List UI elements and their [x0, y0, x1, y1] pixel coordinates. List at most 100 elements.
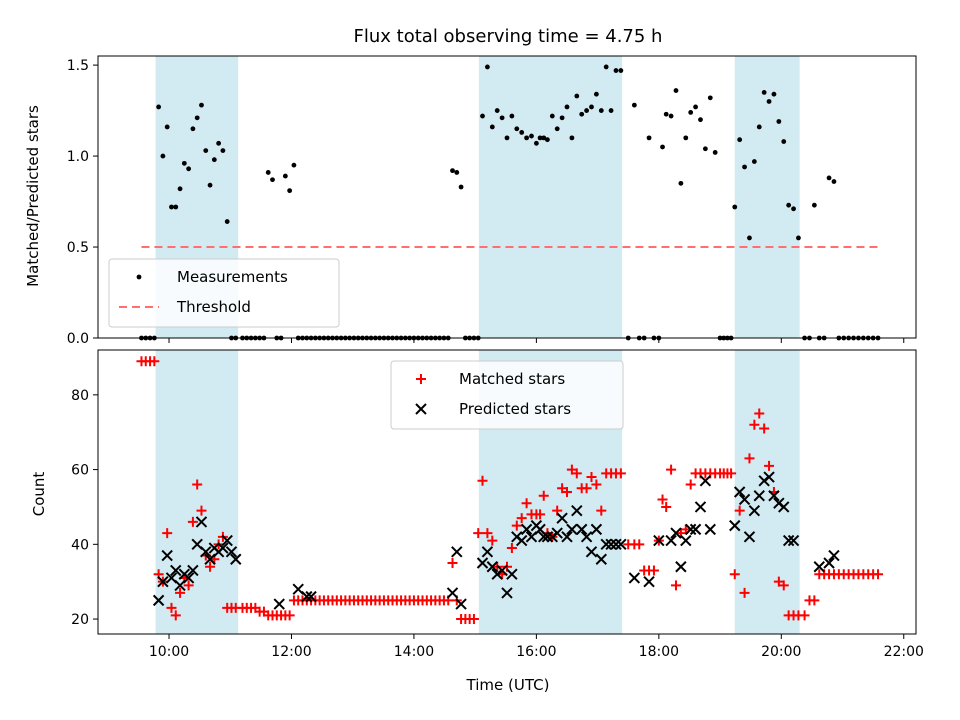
predicted-star-point: [182, 572, 195, 584]
measurement-point: [454, 170, 460, 175]
predicted-star-point: [152, 594, 165, 607]
matched-star-point: [754, 408, 765, 419]
matched-star-point: [739, 587, 750, 598]
measurement-point: [569, 135, 575, 141]
measurement-point: [603, 64, 609, 70]
legend-label: Predicted stars: [459, 400, 571, 418]
measurement-point: [786, 202, 792, 208]
x-tick-label: 18:00: [639, 644, 679, 660]
matched-star-point: [477, 475, 488, 486]
predicted-star-point: [684, 523, 697, 536]
x-tick-label: 20:00: [761, 644, 801, 660]
predicted-star-point: [823, 557, 835, 569]
matched-star-point: [447, 558, 458, 568]
matched-star-point: [749, 419, 760, 430]
measurement-point: [826, 175, 832, 181]
predicted-star-point: [778, 501, 790, 513]
measurement-point: [831, 179, 837, 184]
measurement-point: [771, 91, 777, 97]
measurement-point: [796, 235, 801, 241]
measurement-point: [169, 204, 174, 210]
predicted-star-point: [501, 587, 513, 599]
predicted-star-point: [628, 572, 641, 584]
matched-star-point: [166, 602, 177, 613]
chart-title: Flux total observing time = 4.75 h: [354, 26, 663, 47]
measurement-point: [673, 88, 679, 93]
measurement-point: [756, 124, 762, 130]
predicted-star-point: [195, 516, 208, 528]
observing-window-2: [734, 56, 800, 338]
measurement-point: [504, 135, 510, 141]
predicted-star-point: [476, 557, 489, 569]
measurement-point: [608, 108, 614, 113]
legend-predicted-swatch: [415, 403, 427, 415]
predicted-star-point: [520, 523, 533, 536]
measurement-point: [712, 150, 718, 155]
predicted-star-point: [446, 587, 459, 599]
predicted-star-point: [541, 531, 554, 543]
matched-star-point: [511, 520, 522, 531]
predicted-star-point: [590, 523, 603, 536]
legend-measurement-swatch: [136, 274, 142, 280]
measurement-point: [751, 159, 757, 164]
matched-star-point: [149, 356, 160, 367]
matched-star-point: [468, 614, 479, 625]
predicted-star-point: [605, 538, 617, 551]
predicted-star-point: [455, 598, 467, 610]
predicted-star-point: [615, 538, 627, 551]
matched-star-point: [648, 565, 659, 576]
measurement-point: [584, 108, 589, 113]
measurement-point: [646, 135, 652, 141]
plot-frame: [97, 349, 917, 635]
measurement-point: [207, 182, 213, 188]
predicted-star-point: [551, 527, 563, 539]
measurement-point: [156, 104, 162, 110]
matched-star-point: [729, 569, 740, 580]
matched-star-point: [759, 423, 770, 434]
measurement-point: [190, 126, 196, 132]
matched-star-point: [162, 528, 173, 539]
legend-label: Measurements: [177, 268, 288, 286]
matched-star-point: [634, 539, 645, 550]
matched-star-point: [734, 505, 745, 516]
measurement-point: [458, 184, 464, 190]
matched-star-point: [586, 472, 597, 483]
measurement-point: [747, 235, 752, 241]
measurement-point: [574, 93, 580, 99]
y-tick-label: 20: [71, 612, 89, 628]
predicted-star-point: [643, 575, 655, 588]
predicted-star-point: [221, 534, 233, 547]
measurement-point: [489, 124, 495, 130]
matched-star-point: [521, 498, 532, 509]
matched-star-point: [799, 610, 810, 621]
measurement-point: [199, 102, 204, 108]
measurement-point: [559, 115, 565, 121]
measurement-point: [791, 206, 796, 212]
predicted-star-point: [486, 561, 499, 573]
predicted-star-point: [670, 527, 682, 539]
measurement-point: [265, 170, 271, 175]
measurement-point: [668, 113, 674, 119]
observing-window-2: [734, 350, 800, 634]
measurement-point: [494, 108, 500, 113]
measurement-point: [519, 130, 525, 135]
matched-star-point: [205, 561, 216, 572]
predicted-star-point: [768, 490, 780, 502]
y-tick-label: 80: [71, 388, 89, 404]
bottom-y-axis-label: Count: [30, 472, 48, 517]
matched-star-point: [657, 494, 668, 505]
legend-label: Threshold: [176, 298, 251, 316]
predicted-star-point: [653, 534, 665, 547]
matched-star-point: [482, 528, 493, 539]
measurement-point: [203, 148, 209, 154]
measurement-point: [160, 153, 166, 159]
predicted-star-point: [561, 531, 573, 543]
matched-star-point: [680, 524, 691, 535]
predicted-star-point: [610, 538, 622, 551]
measurement-point: [702, 146, 708, 152]
predicted-star-point: [828, 549, 840, 562]
matched-star-point: [538, 490, 549, 501]
measurement-point: [220, 148, 226, 154]
measurement-point: [194, 115, 200, 121]
